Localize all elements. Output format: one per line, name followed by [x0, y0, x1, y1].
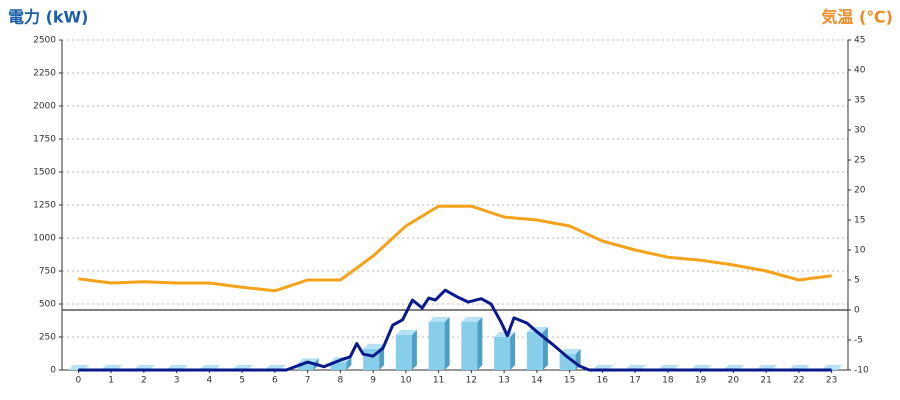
y2-axis-title: 気温 (℃)	[821, 8, 893, 27]
x-tick-label: 4	[207, 376, 213, 386]
x-tick-label: 12	[466, 376, 477, 386]
y2-tick-label: -10	[854, 366, 869, 376]
bar-top	[363, 343, 385, 349]
x-tick-label: 7	[305, 376, 311, 386]
y-tick-label: 1750	[33, 135, 56, 145]
bar-side	[510, 332, 516, 370]
y-tick-label: 2250	[33, 69, 56, 79]
bar-side	[477, 316, 483, 370]
x-tick-label: 17	[629, 376, 640, 386]
x-tick-label: 0	[76, 376, 82, 386]
bar	[297, 363, 314, 370]
y2-tick-label: 35	[854, 96, 865, 106]
x-tick-label: 11	[433, 376, 444, 386]
y2-tick-label: 20	[854, 186, 866, 196]
x-tick-label: 21	[760, 376, 771, 386]
y2-tick-label: 45	[854, 36, 865, 46]
x-tick-label: 22	[793, 376, 804, 386]
y2-tick-label: 0	[854, 306, 860, 316]
bar	[330, 362, 347, 370]
x-tick-label: 2	[141, 376, 147, 386]
bar	[494, 337, 511, 370]
x-tick-label: 23	[826, 376, 837, 386]
y2-tick-label: 30	[854, 126, 866, 136]
bar-top	[461, 316, 483, 322]
bar-top	[395, 330, 417, 336]
x-tick-label: 1	[108, 376, 114, 386]
line	[78, 288, 832, 372]
bar	[461, 321, 478, 370]
y2-tick-label: 40	[854, 66, 866, 76]
x-tick-label: 19	[695, 376, 707, 386]
x-tick-label: 3	[174, 376, 180, 386]
x-tick-label: 5	[239, 376, 245, 386]
x-tick-label: 18	[662, 376, 674, 386]
y-tick-label: 2500	[33, 36, 56, 46]
y2-tick-label: 15	[854, 216, 865, 226]
x-tick-label: 6	[272, 376, 278, 386]
bar-side	[444, 316, 450, 370]
bar	[428, 321, 445, 370]
x-tick-label: 16	[597, 376, 609, 386]
y2-tick-label: -5	[854, 336, 863, 346]
bar-side	[346, 357, 352, 370]
y-tick-label: 500	[39, 300, 56, 310]
y-axis-title: 電力 (kW)	[8, 8, 89, 27]
bar-top	[559, 349, 581, 355]
y-tick-label: 750	[39, 267, 56, 277]
line	[78, 204, 832, 293]
y-tick-label: 0	[50, 366, 56, 376]
bar-side	[542, 326, 548, 370]
x-tick-label: 8	[338, 376, 344, 386]
x-tick-label: 20	[728, 376, 740, 386]
y2-tick-label: 5	[854, 276, 860, 286]
bar-side	[411, 330, 417, 370]
y-tick-label: 250	[39, 333, 56, 343]
y-tick-label: 2000	[33, 102, 56, 112]
bar-top	[428, 316, 450, 322]
bar	[559, 354, 576, 370]
y-tick-label: 1500	[33, 168, 56, 178]
x-tick-label: 14	[531, 376, 543, 386]
y-tick-label: 1000	[33, 234, 56, 244]
x-tick-label: 13	[498, 376, 509, 386]
x-tick-label: 9	[370, 376, 376, 386]
bar	[526, 331, 543, 370]
bar	[395, 335, 412, 370]
x-tick-label: 10	[400, 376, 412, 386]
x-tick-label: 15	[564, 376, 575, 386]
y2-tick-label: 25	[854, 156, 865, 166]
y2-tick-label: 10	[854, 246, 866, 256]
y-tick-label: 1250	[33, 201, 56, 211]
